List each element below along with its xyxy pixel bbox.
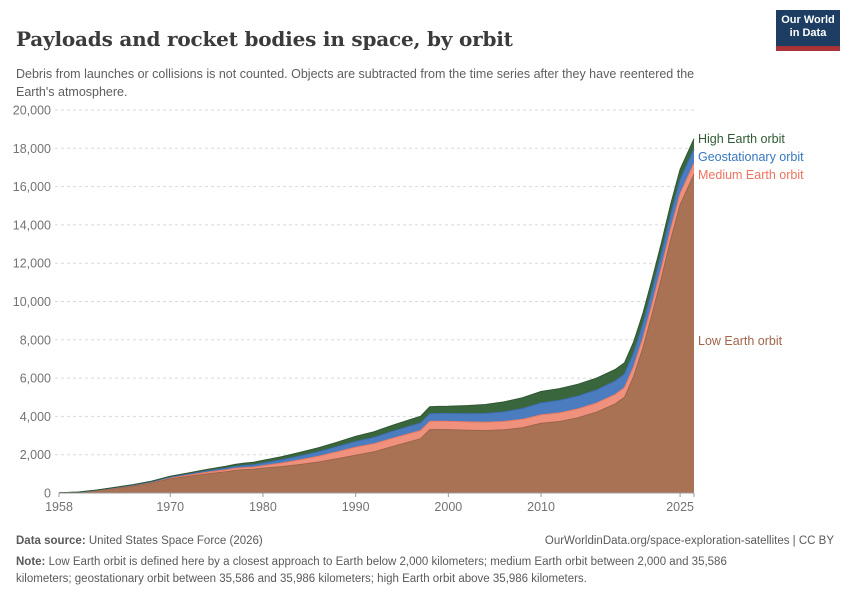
owid-logo-line2: in Data	[789, 27, 827, 39]
legend-label-low-earth-orbit[interactable]: Low Earth orbit	[698, 334, 783, 348]
data-source-line: Data source: United States Space Force (…	[16, 535, 263, 547]
owid-logo[interactable]: Our World in Data	[776, 10, 840, 51]
y-tick-label: 0	[44, 487, 51, 501]
legend-label-high-earth-orbit[interactable]: High Earth orbit	[698, 132, 785, 146]
legend-label-medium-earth-orbit[interactable]: Medium Earth orbit	[698, 168, 804, 182]
x-tick-label: 2000	[434, 500, 462, 514]
attribution-link[interactable]: OurWorldinData.org/space-exploration-sat…	[544, 535, 834, 547]
owid-logo-line1: Our World	[781, 14, 835, 26]
x-tick-label: 2025	[666, 500, 694, 514]
y-tick-label: 14,000	[13, 218, 51, 232]
x-tick-label: 1980	[249, 500, 277, 514]
y-tick-label: 10,000	[13, 295, 51, 309]
y-tick-label: 20,000	[13, 104, 51, 118]
area-edge-high-earth-orbit	[58, 138, 695, 494]
y-tick-label: 2,000	[20, 448, 51, 462]
y-tick-label: 16,000	[13, 180, 51, 194]
y-tick-label: 6,000	[20, 372, 51, 386]
footer-note: Note: Low Earth orbit is defined here by…	[16, 554, 766, 587]
y-tick-label: 4,000	[20, 410, 51, 424]
area-geostationary-orbit[interactable]	[59, 149, 694, 493]
area-edge-geostationary-orbit	[58, 148, 695, 494]
data-source-text: United States Space Force (2026)	[85, 535, 263, 547]
y-tick-label: 18,000	[13, 142, 51, 156]
note-text: Low Earth orbit is defined here by a clo…	[16, 556, 727, 585]
note-label: Note:	[16, 556, 46, 568]
area-edge-medium-earth-orbit	[58, 162, 695, 494]
chart-plot-area[interactable]: 0 2,000 4,000 6,000 8,000 10,000 12,000 14,000 1…	[0, 0, 850, 530]
chart-subtitle: Debris from launches or collisions is no…	[16, 66, 695, 99]
legend-label-geostationary-orbit[interactable]: Geostationary orbit	[698, 150, 804, 164]
page-title: Payloads and rocket bodies in space, by …	[16, 27, 513, 52]
x-tick-label: 1990	[342, 500, 370, 514]
footer-source-row: Data source: United States Space Force (…	[16, 535, 834, 547]
area-edge-low-earth-orbit	[58, 173, 695, 494]
x-tick-label: 1970	[156, 500, 184, 514]
y-tick-label: 12,000	[13, 257, 51, 271]
x-tick-label: 1958	[45, 500, 73, 514]
area-low-earth-orbit[interactable]	[59, 174, 694, 493]
data-source-label: Data source:	[16, 535, 86, 547]
y-tick-label: 8,000	[20, 333, 51, 347]
x-tick-label: 2010	[527, 500, 555, 514]
